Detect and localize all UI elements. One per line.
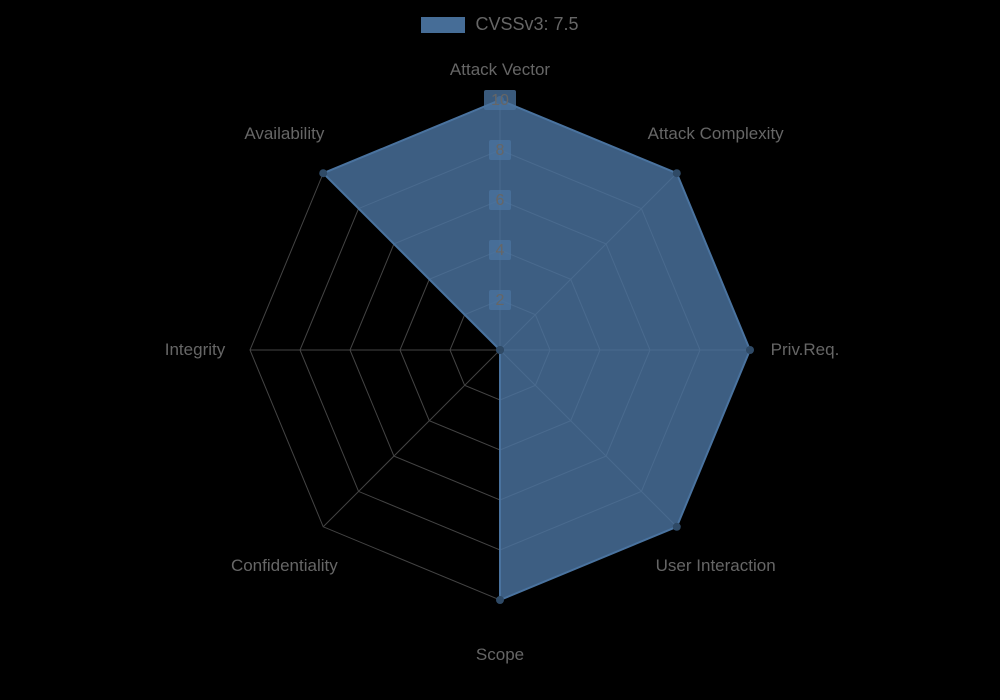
axis-label-attack-vector: Attack Vector: [450, 60, 550, 80]
svg-text:4: 4: [496, 242, 505, 259]
axis-label-integrity: Integrity: [165, 340, 225, 360]
axis-label-scope: Scope: [476, 645, 524, 665]
radar-chart-svg: 2 4 6 8 10: [0, 0, 1000, 700]
svg-text:8: 8: [496, 142, 505, 159]
axis-label-priv-req: Priv.Req.: [771, 340, 840, 360]
axis-label-attack-complexity: Attack Complexity: [648, 124, 784, 144]
radar-chart-container: CVSSv3: 7.5 246810 Attack Vector Attack …: [0, 0, 1000, 700]
axis-label-confidentiality: Confidentiality: [231, 556, 338, 576]
svg-text:2: 2: [496, 292, 505, 309]
svg-text:10: 10: [491, 92, 509, 109]
axis-label-user-interaction: User Interaction: [656, 556, 776, 576]
axis-label-availability: Availability: [244, 124, 324, 144]
svg-text:6: 6: [496, 192, 505, 209]
